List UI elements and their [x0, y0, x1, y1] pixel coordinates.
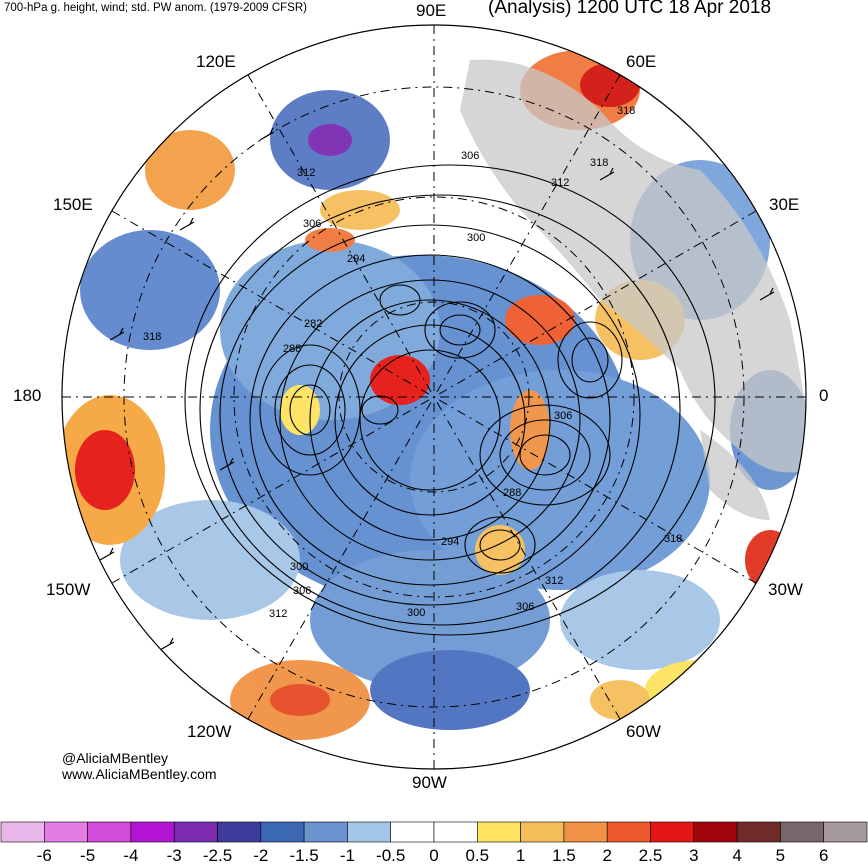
- colorbar-tick-label: -4: [123, 846, 139, 865]
- colorbar: [0, 821, 868, 843]
- contour-label: 306: [516, 601, 534, 613]
- lon-label-0: 0: [819, 386, 829, 405]
- colorbar-swatch: [303, 821, 348, 843]
- map-boundary: [61, 24, 807, 770]
- colorbar-tick-label: -2.5: [202, 846, 233, 865]
- colorbar-swatch: [0, 821, 45, 843]
- colorbar-tick-label: 5: [775, 846, 786, 865]
- contour-label: 318: [617, 105, 635, 117]
- contour-label: 288: [283, 343, 301, 355]
- contour-label: 312: [551, 177, 569, 189]
- credit-handle: @AliciaMBentley: [62, 750, 169, 766]
- credit-website: www.AliciaMBentley.com: [62, 766, 217, 782]
- contour-label-group: 318 318 312 312 306 306 300 294 282 288 …: [143, 105, 682, 620]
- contour-label: 300: [467, 232, 485, 244]
- colorbar-swatch: [606, 821, 651, 843]
- colorbar-tick-label: -5: [80, 846, 96, 865]
- colorbar-tick-label: 0.5: [465, 846, 490, 865]
- colorbar-tick-label: -6: [36, 846, 52, 865]
- colorbar-swatch: [736, 821, 781, 843]
- colorbar-swatch: [693, 821, 738, 843]
- colorbar-tick-label: -3: [166, 846, 182, 865]
- lon-label-60w: 60W: [626, 722, 661, 741]
- colorbar-swatch: [130, 821, 175, 843]
- colorbar-swatch: [390, 821, 435, 843]
- colorbar-swatch: [43, 821, 88, 843]
- contour-label: 306: [303, 218, 321, 230]
- colorbar-swatch: [650, 821, 695, 843]
- colorbar-tick-label: -1: [339, 846, 355, 865]
- colorbar-swatch: [217, 821, 262, 843]
- colorbar-tick-label: -2: [253, 846, 269, 865]
- colorbar-swatch: [260, 821, 305, 843]
- colorbar-swatch: [520, 821, 565, 843]
- contour-label: 294: [347, 253, 365, 265]
- colorbar-tick-label: 2: [602, 846, 612, 865]
- contour-label: 312: [297, 167, 315, 179]
- contour-label: 318: [143, 331, 161, 343]
- colorbar-tick-label: 2.5: [638, 846, 663, 865]
- lon-label-90w: 90W: [412, 773, 447, 792]
- contour-label: 312: [545, 575, 563, 587]
- contour-label: 306: [293, 585, 311, 597]
- lon-label-150w: 150W: [46, 580, 91, 599]
- land-masks: [460, 59, 806, 520]
- polar-map: 318 318 312 312 306 306 300 294 282 288 …: [61, 24, 807, 770]
- contour-label: 282: [304, 318, 322, 330]
- header-left-title: 700-hPa g. height, wind; std. PW anom. (…: [4, 2, 307, 14]
- colorbar-tick-label: 3: [689, 846, 699, 865]
- colorbar-swatch: [780, 821, 825, 843]
- colorbar-swatch: [823, 821, 868, 843]
- colorbar-swatch: [173, 821, 218, 843]
- lon-label-120w: 120W: [187, 722, 232, 741]
- colorbar-tick-label: 6: [818, 846, 829, 865]
- contour-label: 312: [269, 608, 287, 620]
- contour-label: 288: [503, 487, 521, 499]
- colorbar-tick-label: 1.5: [552, 846, 576, 865]
- colorbar-tick-label: 4: [732, 846, 742, 865]
- colorbar-swatch: [476, 821, 521, 843]
- colorbar-swatch: [563, 821, 608, 843]
- contour-label: 306: [461, 150, 479, 162]
- contour-label: 300: [290, 561, 308, 573]
- colorbar-swatch: [433, 821, 478, 843]
- colorbar-tick-label: 1: [515, 846, 526, 865]
- lon-label-30w: 30W: [768, 580, 803, 599]
- contour-label: 318: [590, 157, 608, 169]
- colorbar-swatch: [347, 821, 391, 843]
- lon-label-90e: 90E: [416, 1, 447, 20]
- lon-label-180: 180: [13, 386, 42, 405]
- colorbar-tick-label: -0.5: [376, 846, 406, 865]
- contour-label: 318: [664, 533, 682, 545]
- colorbar-tick-label: 0: [429, 846, 439, 865]
- header-right-title: (Analysis) 1200 UTC 18 Apr 2018: [488, 0, 772, 18]
- lon-label-150e: 150E: [53, 195, 93, 214]
- lon-label-30e: 30E: [769, 195, 800, 214]
- graticule: [62, 25, 806, 769]
- colorbar-swatch: [87, 821, 132, 843]
- contour-label: 306: [554, 410, 572, 422]
- lon-label-60e: 60E: [626, 52, 657, 71]
- contour-label: 294: [441, 536, 459, 548]
- lon-label-120e: 120E: [196, 52, 236, 71]
- height-contours: [184, 164, 716, 636]
- colorbar-tick-label: -1.5: [289, 846, 319, 865]
- contour-label: 300: [407, 607, 425, 619]
